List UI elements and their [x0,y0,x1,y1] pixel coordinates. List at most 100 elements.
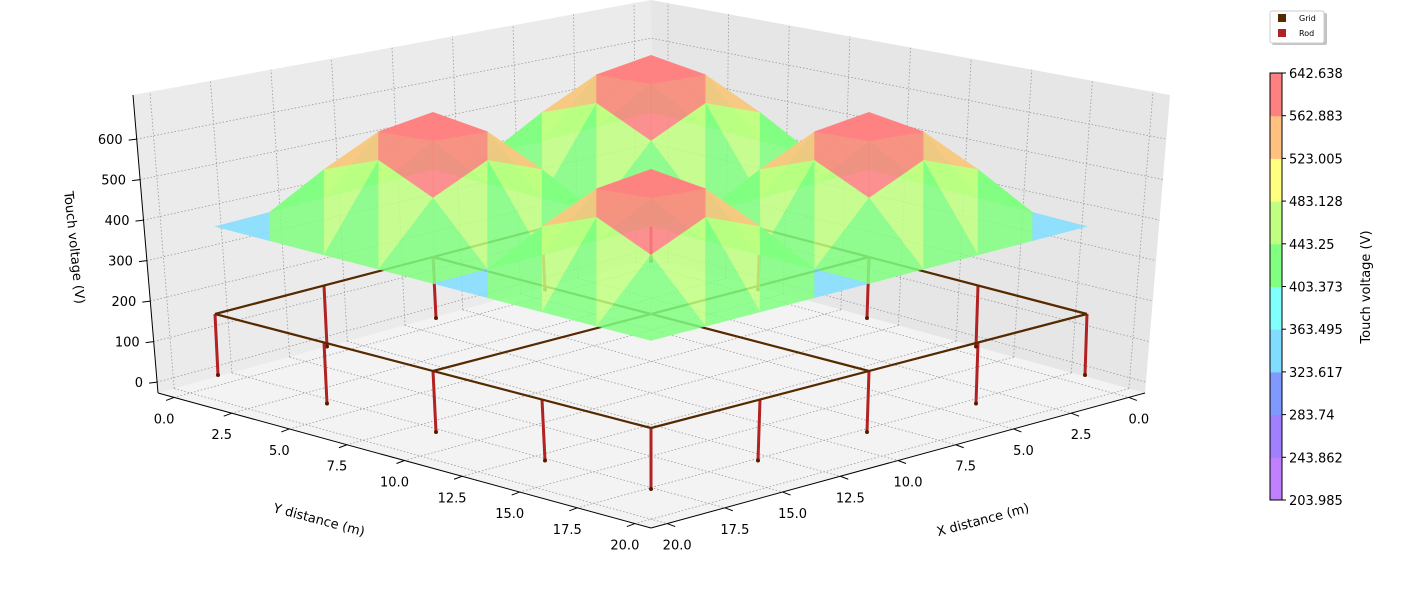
floor-gridline-y [461,340,957,477]
legend-swatch-grid [1278,14,1286,22]
x-tick-label: 17.5 [720,523,749,538]
rod [756,399,762,461]
wall-gridline-y [1128,91,1154,389]
x-tick-label: 5.0 [1013,444,1034,459]
rod-tip [865,430,869,434]
rod [540,399,547,461]
rod [322,285,329,347]
x-tick-mark [1128,396,1138,401]
y-tick-label: 20.0 [610,539,639,554]
floor-gridline-y [577,372,1072,509]
wall-gridline-x [391,47,406,326]
rod-tip [434,430,438,434]
colorbar-band [1270,201,1282,245]
rod-tip [325,344,329,349]
y-tick-mark [453,475,463,480]
colorbar-band [1270,158,1282,202]
legend-label-grid: Grid [1299,14,1316,23]
grid-conductor [214,312,652,430]
wall-gridline-z [150,177,1153,302]
x-tick-mark [840,475,849,480]
x-tick-label: 0.0 [1128,412,1149,427]
y-tick-label: 0.0 [154,412,175,427]
voltage-surface [214,54,1088,341]
y-tick-label: 12.5 [438,491,467,506]
y-tick-mark [626,523,636,528]
z-axis-label: Touch voltage (V) [60,190,87,305]
rod [865,370,871,433]
colorbar-tick-label: 523.005 [1289,152,1343,167]
rod-tip [1083,373,1087,377]
floor-gridline-y [519,356,1014,493]
wall-gridline-y [898,47,911,326]
rod [974,342,980,404]
surface-facet [868,197,924,284]
rod-tip [649,487,653,491]
y-tick-label: 5.0 [269,444,290,459]
colorbar: 203.985 243.862 283.74 323.617 363.495 403.37… [1269,67,1343,509]
floor-gridline-x [174,388,668,524]
wall-gridline-x [149,91,175,389]
rod-tip [865,316,869,320]
y-tick-mark [396,460,405,464]
x-tick-mark [955,444,964,449]
colorbar-band [1270,73,1282,117]
z-axis-line [132,94,159,394]
surface-facet [977,168,1033,256]
y-axis-label: Y distance (m) [271,501,367,540]
x-tick-mark [1070,412,1080,417]
colorbar-tick-label: 642.638 [1289,67,1343,82]
y-tick-label: 17.5 [553,523,582,538]
colorbar-tick-label: 323.617 [1289,366,1343,381]
wall-gridline-x [331,58,348,342]
surface-facet [1032,211,1088,242]
x-tick-label: 12.5 [836,491,865,506]
y-tick-mark [165,396,175,401]
wall-gridline-y [955,58,972,342]
floor-gridline-y [634,388,1129,524]
tick-labels: 0 100 200 300 400 500 600 0.0 2.5 5.0 7.5 10.0 12.5 1… [98,133,1149,553]
floor-gridline-y [346,309,842,446]
colorbar-band [1270,243,1282,287]
colorbar-band [1270,414,1282,458]
x-tick-label: 15.0 [778,507,807,522]
rod [431,370,438,433]
z-tick-mark [142,300,151,303]
rod [974,285,980,347]
x-tick-mark [1013,428,1022,433]
colorbar-label: Touch voltage (V) [1359,230,1374,344]
colorbar-band [1270,286,1282,330]
rod [1083,313,1089,376]
surface-facet [650,254,706,341]
y-tick-label: 7.5 [327,460,348,475]
legend-swatch-rod [1278,29,1286,37]
z-tick-label: 100 [115,336,140,351]
y-tick-label: 2.5 [211,428,232,443]
z-tick-mark [149,381,158,384]
rod-tip [325,401,329,406]
colorbar-tick-label: 562.883 [1289,110,1343,125]
colorbar-tick-label: 243.862 [1289,451,1343,466]
y-tick-mark [281,428,290,433]
colorbar-band [1270,115,1282,159]
x-tick-label: 10.0 [894,476,923,491]
rod-tip [974,401,978,406]
colorbar-tick-label: 443.25 [1289,238,1335,253]
z-tick-mark [145,341,154,344]
colorbar-band [1270,329,1282,373]
surface-facet [814,268,870,299]
floor-gridline-x [231,372,725,509]
colorbar-band [1270,371,1282,416]
rod-tip [974,344,978,349]
legend-label-rod: Rod [1299,29,1314,38]
x-tick-mark [724,507,734,512]
floor-gridline-x [347,340,841,477]
z-tick-label: 500 [101,174,126,189]
rod [213,313,220,376]
floor-gridline-x [404,325,899,461]
surface-facet [759,225,815,313]
z-tick-mark [128,138,137,141]
z-tick-mark [138,260,147,263]
colorbar-band [1270,457,1282,501]
colorbar-tick-label: 483.128 [1289,195,1343,210]
